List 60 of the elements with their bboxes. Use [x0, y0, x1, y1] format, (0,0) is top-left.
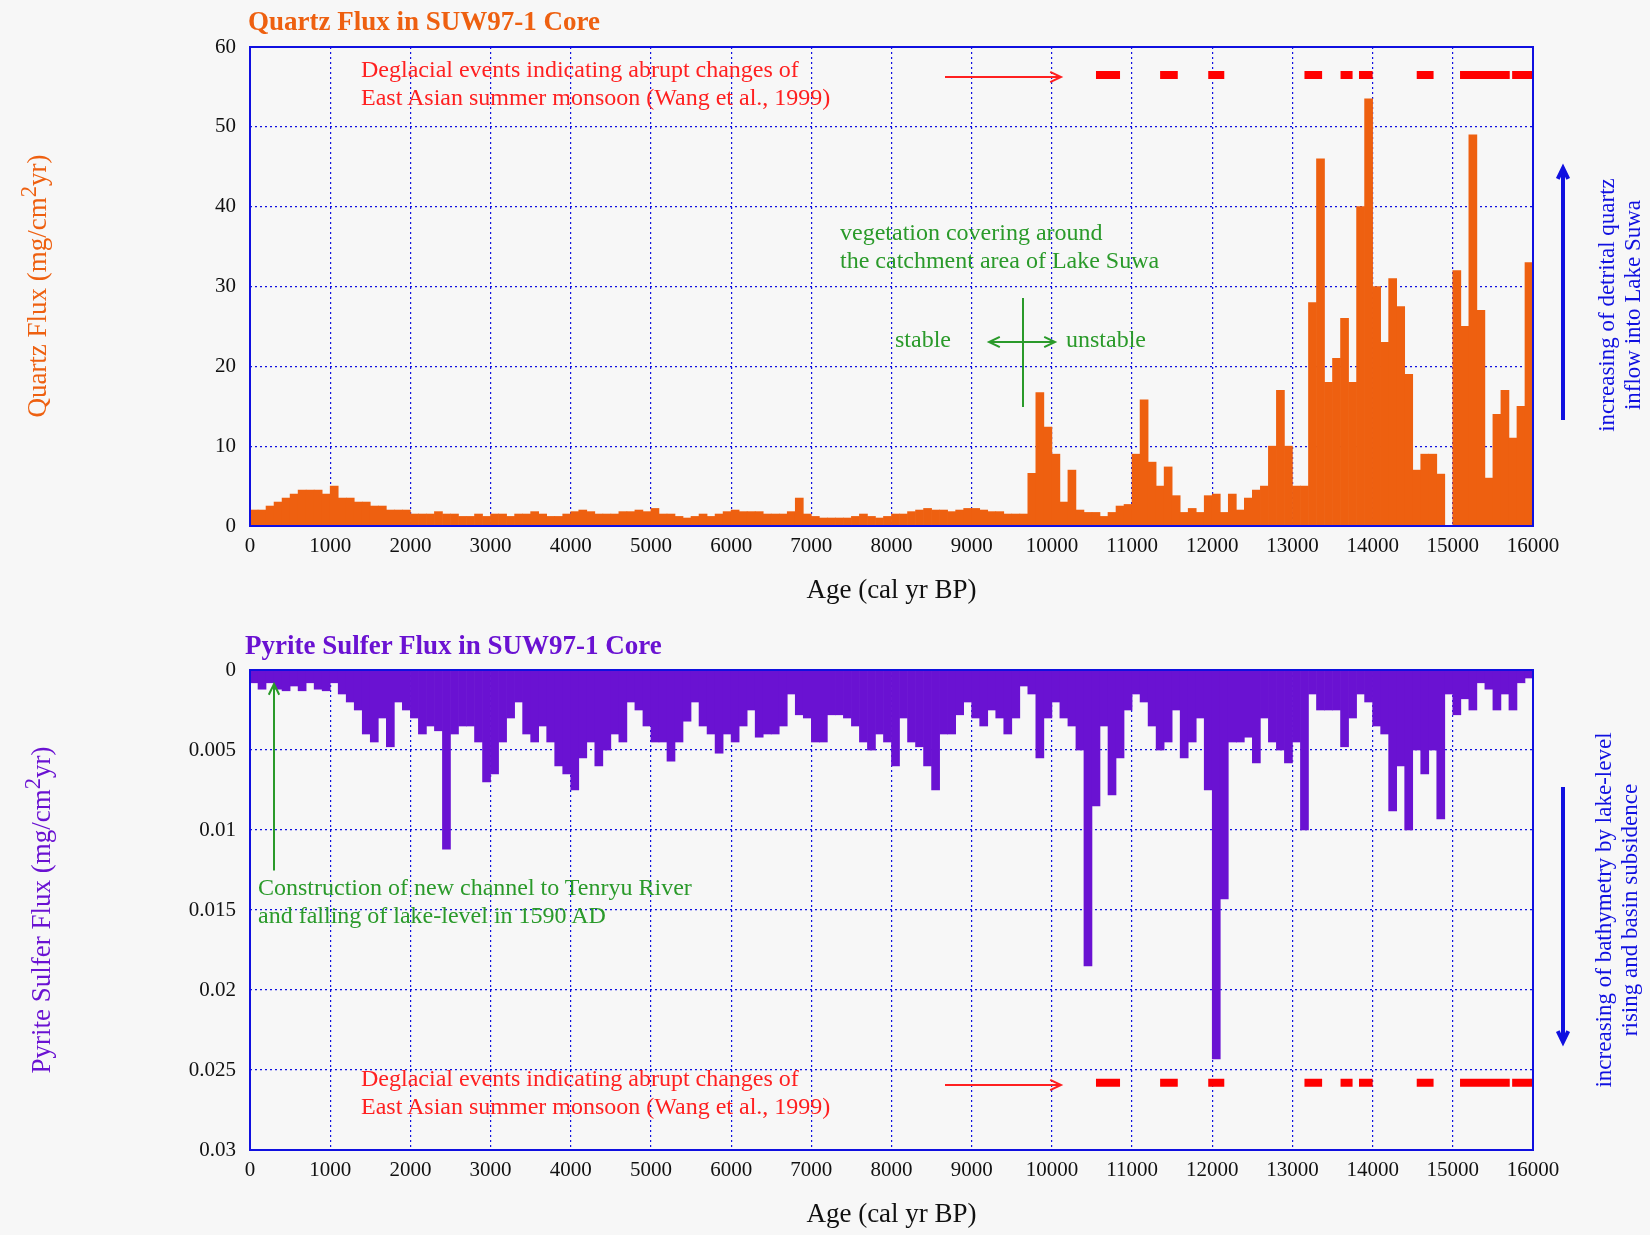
- x-tick-label: 7000: [790, 1157, 833, 1182]
- x-tick-label: 8000: [870, 1157, 913, 1182]
- x-tick-label: 6000: [710, 1157, 753, 1182]
- annotation: vegetation covering around the catchment area of Lake Suwa: [840, 219, 1160, 275]
- x-tick-label: 2000: [389, 533, 432, 558]
- x-tick-label: 0: [244, 1157, 256, 1182]
- x-tick-label: 10000: [1025, 1157, 1079, 1182]
- y-tick-label: 0.025: [188, 1056, 236, 1081]
- annotation: Deglacial events indicating abrupt changes of East Asian summer monsoon (Wang et al., 1999): [361, 1065, 831, 1121]
- x-axis-title: Age (cal yr BP): [806, 573, 977, 604]
- x-tick-label: 16000: [1506, 533, 1560, 558]
- chart-title: Quartz Flux in SUW97-1 Core: [248, 6, 600, 38]
- x-tick-label: 0: [244, 533, 256, 558]
- x-tick-label: 3000: [469, 1157, 512, 1182]
- y-tick-label: 0.015: [188, 896, 236, 921]
- x-tick-label: 8000: [870, 533, 913, 558]
- x-tick-label: 15000: [1426, 1157, 1480, 1182]
- text: increasing of detrital quartz inflow into Lake Suwa: [1593, 178, 1646, 432]
- y-tick-label: 0.01: [199, 816, 236, 841]
- x-tick-label: 16000: [1506, 1157, 1560, 1182]
- x-tick-label: 5000: [629, 1157, 672, 1182]
- text: increasing of bathymetry by lake-level rising and basin subsidence: [1590, 732, 1643, 1088]
- y-tick-label: 0: [225, 656, 236, 681]
- x-tick-label: 1000: [309, 1157, 352, 1182]
- x-tick-label: 14000: [1346, 533, 1399, 558]
- y-tick-label: 50: [215, 113, 236, 138]
- y-tick-label: 0.005: [188, 736, 236, 761]
- x-tick-label: 11000: [1106, 533, 1158, 558]
- x-tick-label: 15000: [1426, 533, 1480, 558]
- x-tick-label: 1000: [309, 533, 352, 558]
- x-tick-label: 10000: [1025, 533, 1079, 558]
- y-tick-label: 60: [215, 33, 236, 58]
- x-tick-label: 13000: [1266, 533, 1319, 558]
- x-tick-label: 3000: [469, 533, 512, 558]
- x-tick-label: 14000: [1346, 1157, 1399, 1182]
- y-tick-label: 0.03: [199, 1136, 236, 1161]
- x-tick-label: 11000: [1106, 1157, 1158, 1182]
- x-tick-label: 13000: [1266, 1157, 1319, 1182]
- y-tick-label: 10: [215, 432, 236, 457]
- x-tick-label: 9000: [950, 533, 993, 558]
- annotation: stable: [895, 326, 951, 354]
- y-tick-label: 30: [215, 273, 236, 298]
- x-axis-title: Age (cal yr BP): [806, 1197, 977, 1228]
- annotation: Construction of new channel to Tenryu River and falling of lake-level in 1590 AD: [258, 874, 692, 930]
- chart-title: Pyrite Sulfer Flux in SUW97-1 Core: [245, 630, 662, 662]
- y-tick-label: 20: [215, 352, 236, 377]
- x-tick-label: 9000: [950, 1157, 993, 1182]
- y-tick-label: 0: [225, 512, 236, 537]
- x-tick-label: 12000: [1186, 1157, 1239, 1182]
- y-tick-label: 40: [215, 193, 236, 218]
- y-tick-label: 0.02: [199, 976, 236, 1001]
- x-tick-label: 6000: [710, 533, 753, 558]
- x-tick-label: 4000: [549, 533, 592, 558]
- annotation: unstable: [1066, 326, 1146, 354]
- x-tick-label: 5000: [629, 533, 672, 558]
- annotation: Deglacial events indicating abrupt changes of East Asian summer monsoon (Wang et al., 1999): [361, 56, 831, 112]
- x-tick-label: 12000: [1186, 533, 1239, 558]
- x-tick-label: 4000: [549, 1157, 592, 1182]
- x-tick-label: 7000: [790, 533, 833, 558]
- x-tick-label: 2000: [389, 1157, 432, 1182]
